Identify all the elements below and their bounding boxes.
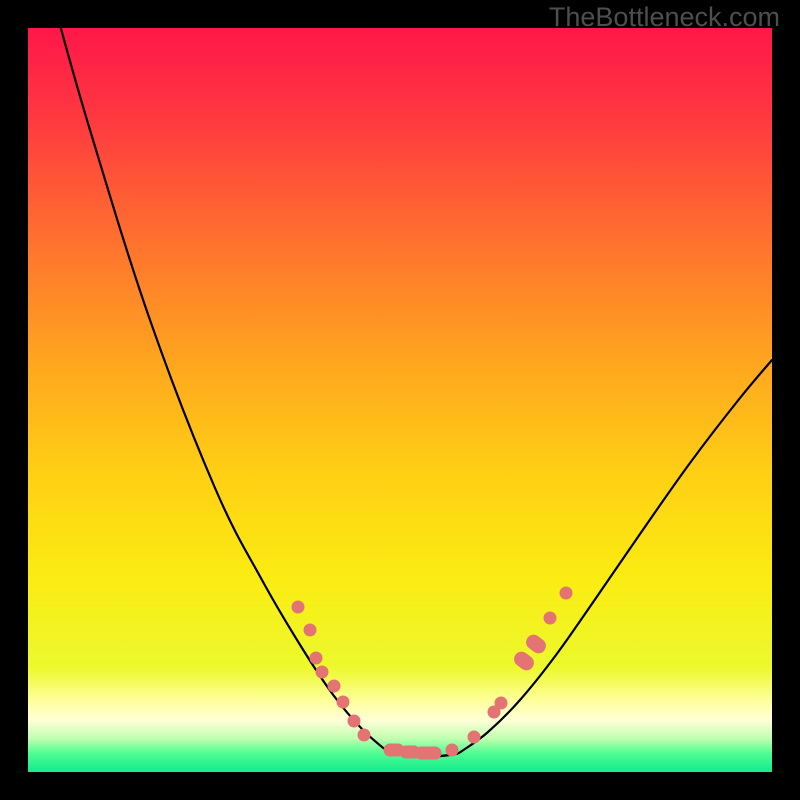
data-marker xyxy=(560,587,572,599)
gradient-background xyxy=(28,28,772,772)
data-marker xyxy=(304,624,316,636)
data-marker xyxy=(337,696,349,708)
data-marker xyxy=(310,652,322,664)
data-marker xyxy=(292,601,304,613)
data-marker xyxy=(348,715,360,727)
data-marker xyxy=(495,697,507,709)
watermark-text: TheBottleneck.com xyxy=(549,2,780,33)
chart-frame: TheBottleneck.com xyxy=(0,0,800,800)
data-marker xyxy=(358,729,370,741)
data-marker xyxy=(468,731,480,743)
bottleneck-chart xyxy=(0,0,800,800)
data-marker xyxy=(328,680,340,692)
data-marker xyxy=(544,612,556,624)
data-marker xyxy=(446,744,458,756)
data-marker xyxy=(316,666,328,678)
data-marker xyxy=(415,747,441,759)
